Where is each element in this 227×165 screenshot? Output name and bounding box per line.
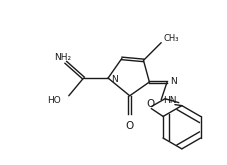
- Text: O: O: [126, 121, 134, 131]
- Text: O: O: [146, 99, 154, 109]
- Text: CH₃: CH₃: [163, 34, 179, 43]
- Text: HO: HO: [47, 96, 61, 105]
- Text: NH₂: NH₂: [54, 53, 72, 62]
- Text: HN: HN: [163, 96, 177, 105]
- Text: N: N: [111, 75, 118, 83]
- Text: N: N: [170, 77, 177, 85]
